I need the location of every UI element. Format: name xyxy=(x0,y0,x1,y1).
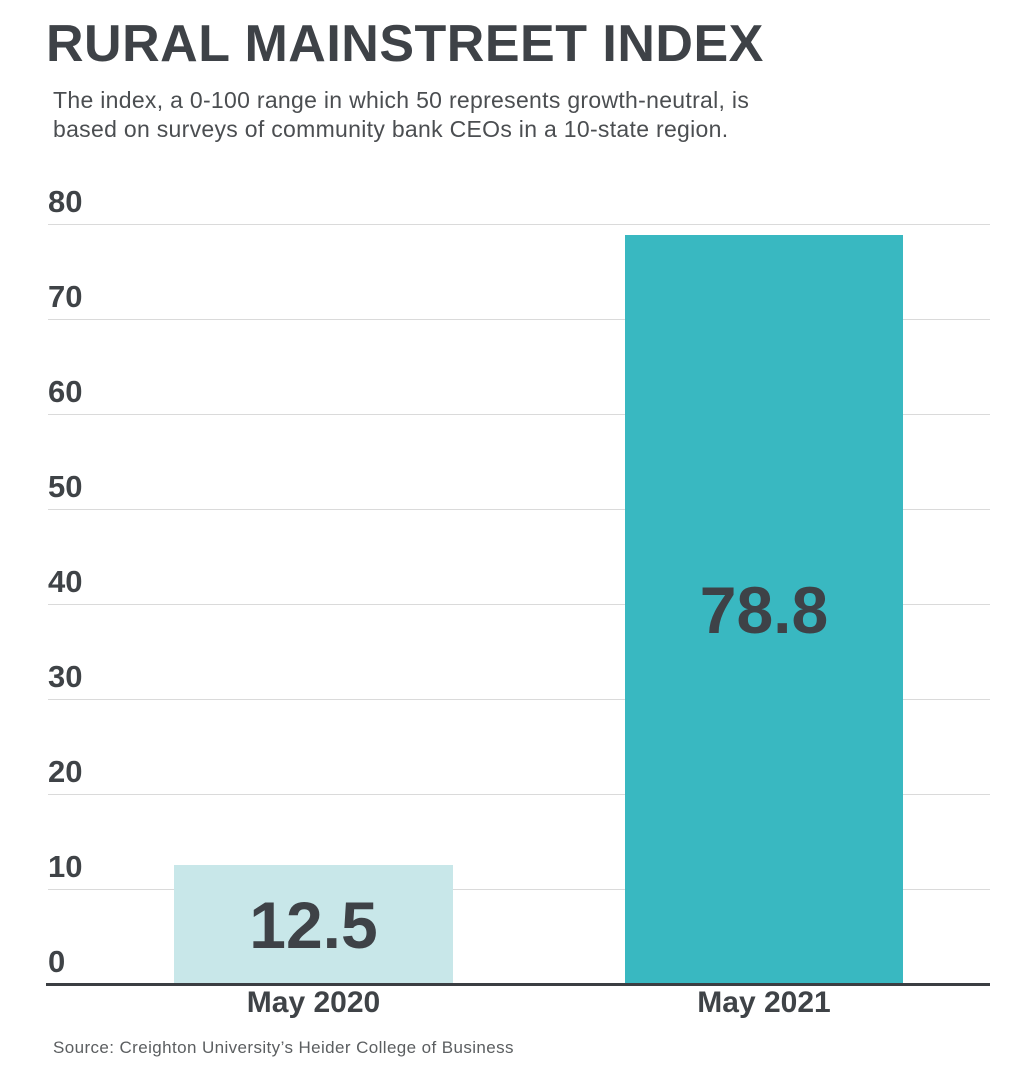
chart-subtitle-line1: The index, a 0-100 range in which 50 rep… xyxy=(53,87,750,113)
y-tick-label-80: 80 xyxy=(48,184,83,219)
y-gridline-70 xyxy=(48,319,990,320)
chart-title: RURAL MAINSTREET INDEX xyxy=(46,15,764,73)
bar-may-2020: 12.5 xyxy=(174,865,453,984)
source-credit: Source: Creighton University’s Heider Co… xyxy=(53,1038,514,1057)
x-axis-line xyxy=(46,983,990,986)
x-category-label-may-2021: May 2021 xyxy=(697,986,831,1019)
y-gridline-30 xyxy=(48,699,990,700)
y-gridline-10 xyxy=(48,889,990,890)
y-tick-label-70: 70 xyxy=(48,279,83,314)
bar-value-label-may-2020: 12.5 xyxy=(249,887,378,962)
chart-subtitle: The index, a 0-100 range in which 50 rep… xyxy=(53,86,749,144)
y-tick-label-20: 20 xyxy=(48,754,83,789)
y-tick-label-10: 10 xyxy=(48,849,83,884)
y-tick-label-60: 60 xyxy=(48,374,83,409)
x-category-label-may-2020: May 2020 xyxy=(246,986,381,1019)
y-gridline-50 xyxy=(48,509,990,510)
y-gridline-20 xyxy=(48,794,990,795)
bar-may-2021: 78.8 xyxy=(625,235,903,984)
y-gridline-80 xyxy=(48,224,990,225)
y-tick-label-40: 40 xyxy=(48,564,83,599)
chart-subtitle-line2: based on surveys of community bank CEOs … xyxy=(53,116,729,142)
y-tick-label-30: 30 xyxy=(48,659,83,694)
y-tick-label-50: 50 xyxy=(48,469,83,504)
y-gridline-60 xyxy=(48,414,990,415)
y-tick-label-0: 0 xyxy=(48,944,66,979)
y-gridline-40 xyxy=(48,604,990,605)
bar-value-label-may-2021: 78.8 xyxy=(699,572,829,647)
